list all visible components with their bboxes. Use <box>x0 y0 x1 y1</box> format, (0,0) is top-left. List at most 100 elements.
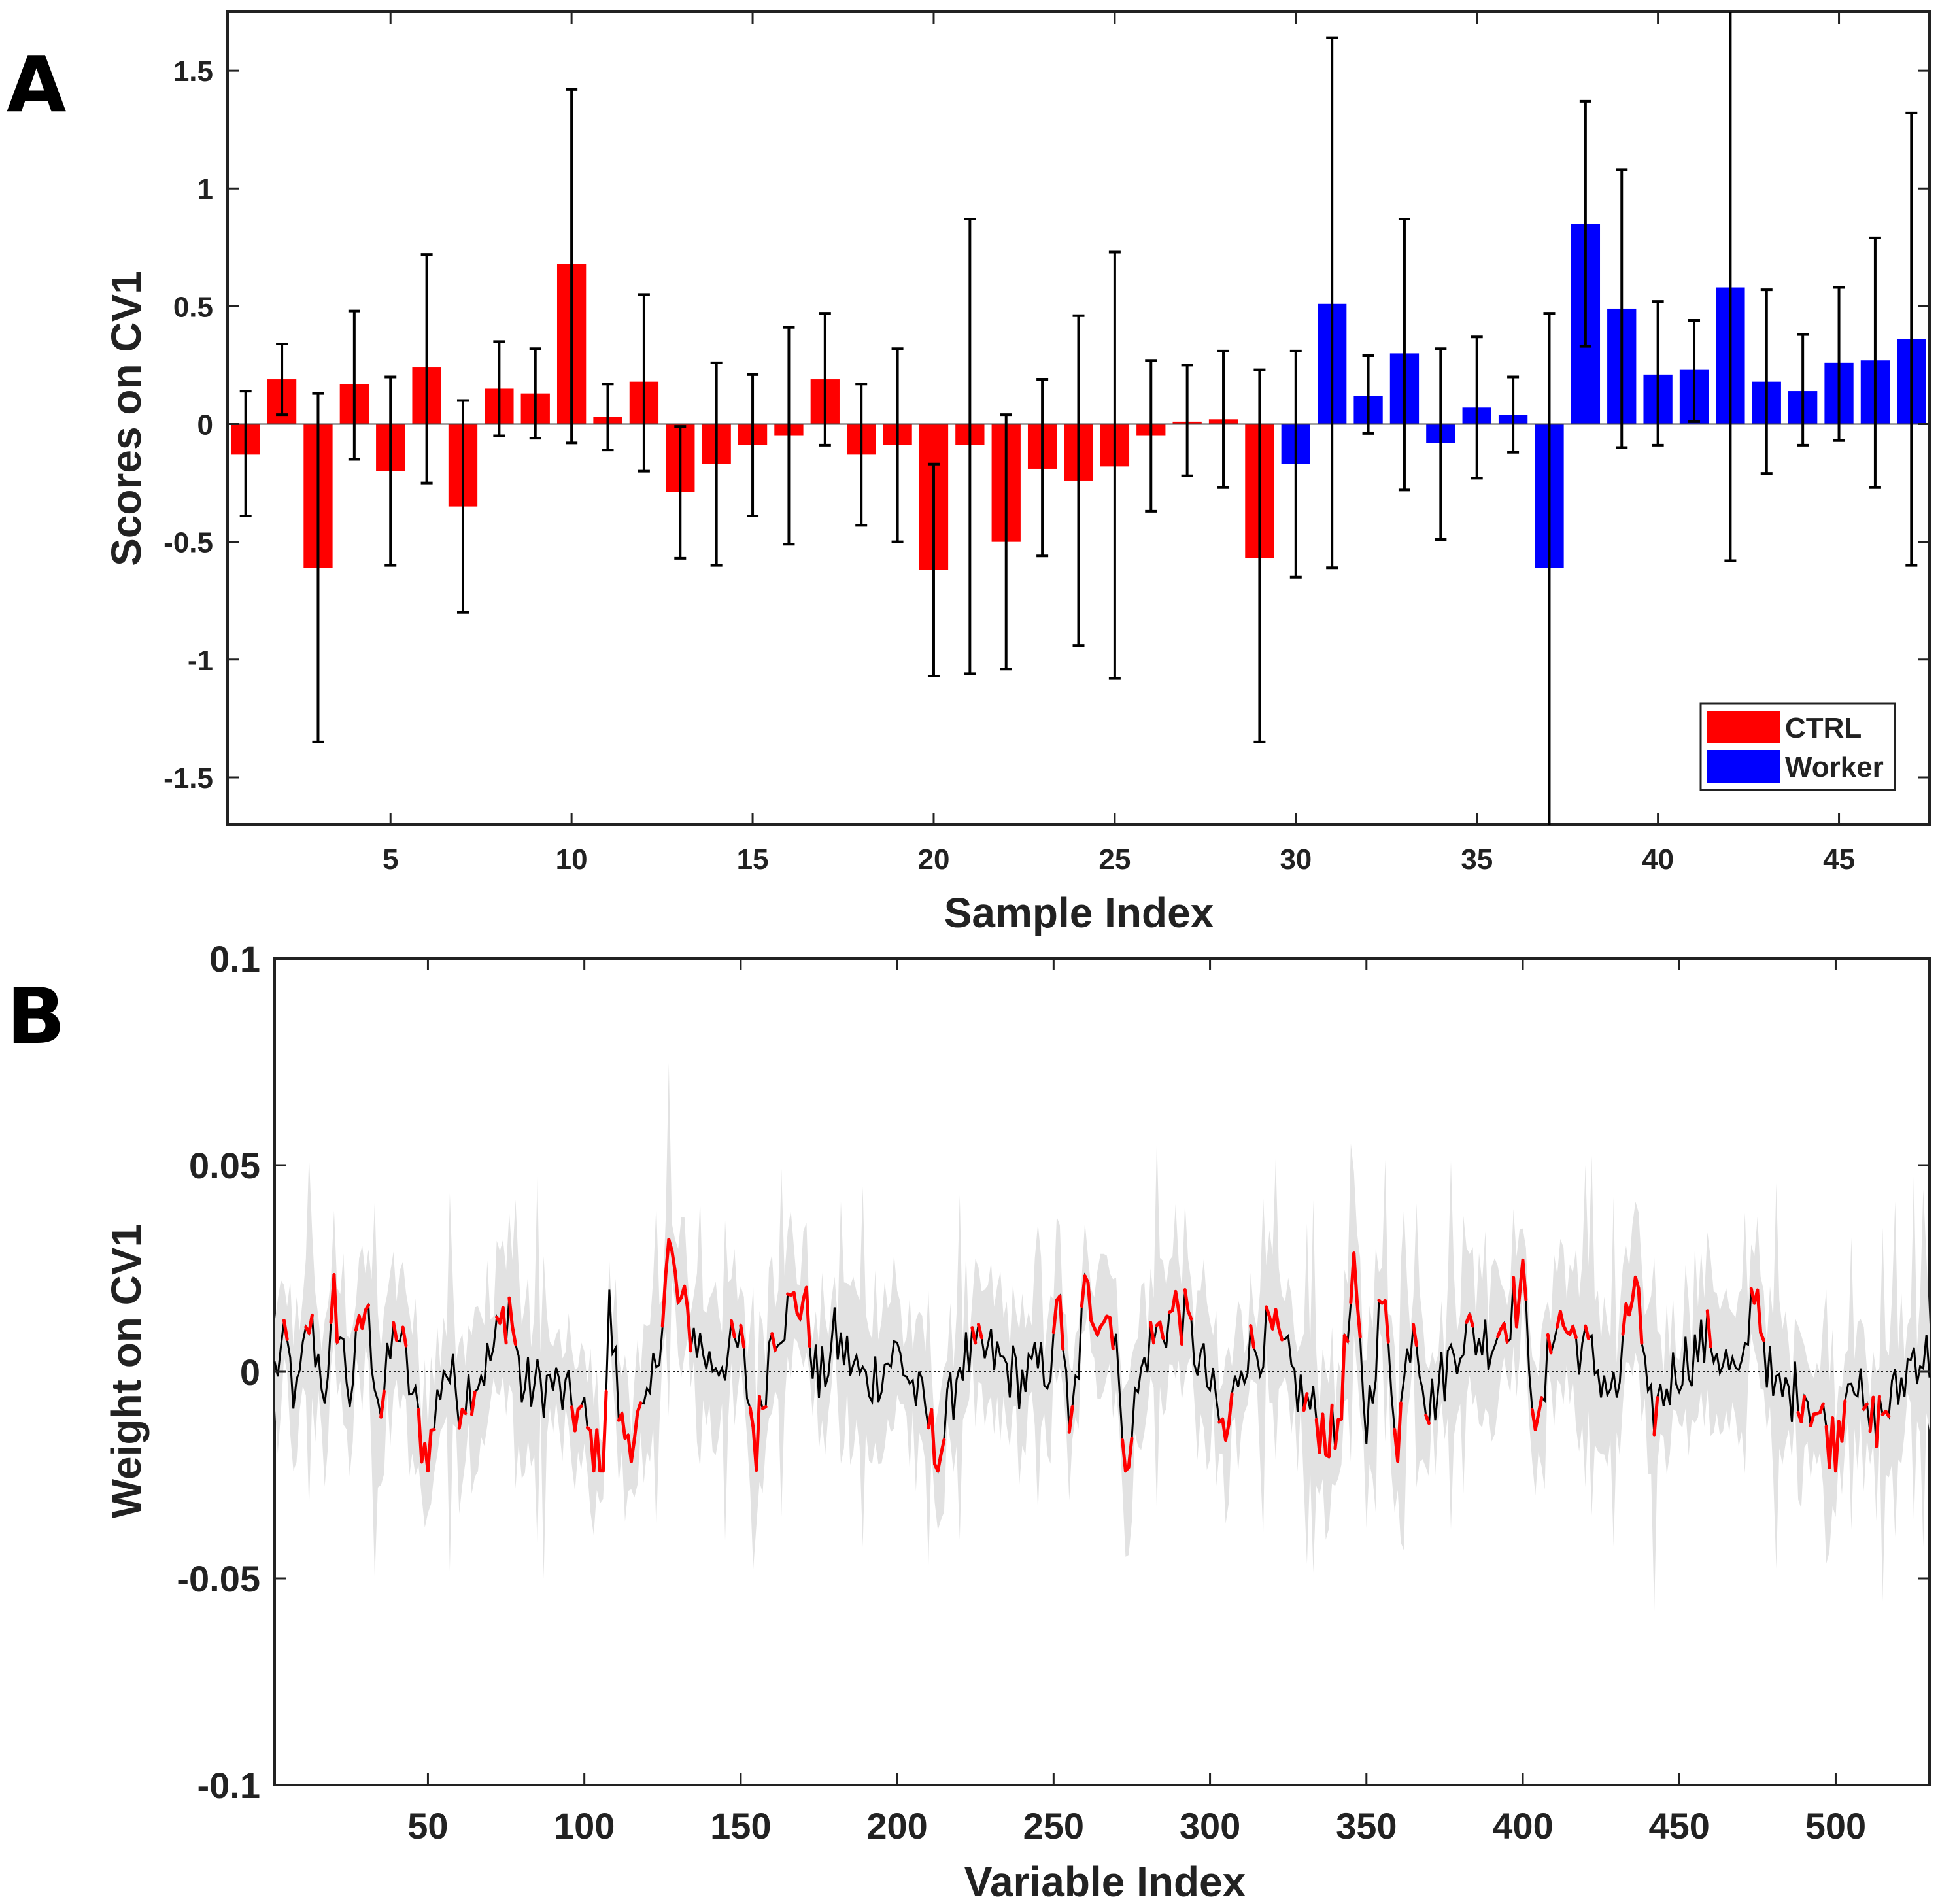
significant-segment <box>1265 1305 1271 1319</box>
error-bar-42 <box>1724 12 1737 562</box>
significant-segment <box>755 1395 762 1472</box>
significant-segment <box>1833 1420 1841 1473</box>
panel-label-a: A <box>7 39 66 129</box>
panel-b-y-tick-label: -0.1 <box>197 1765 261 1806</box>
significant-segment <box>426 1428 433 1473</box>
panel-a-x-axis-title: Sample Index <box>944 889 1214 936</box>
significant-segment <box>1086 1280 1093 1323</box>
error-bar-2 <box>276 343 288 416</box>
significant-segment <box>1818 1402 1825 1414</box>
significant-segment <box>1840 1399 1847 1443</box>
significant-segment <box>1274 1308 1281 1331</box>
error-bar-18 <box>855 382 868 527</box>
error-bar-5 <box>384 375 397 567</box>
error-bar-34 <box>1435 347 1447 541</box>
significant-segment <box>501 1306 508 1345</box>
significant-segment <box>511 1325 517 1346</box>
panel-a-x-tick-label: 35 <box>1461 843 1493 876</box>
significant-segment <box>1521 1258 1528 1302</box>
significant-segment <box>760 1405 768 1410</box>
significant-segment <box>1342 1333 1350 1344</box>
significant-segment <box>460 1407 468 1416</box>
significant-segment <box>629 1437 636 1463</box>
panel-b-x-tick-label: 250 <box>1023 1805 1084 1846</box>
error-bar-20 <box>927 462 940 678</box>
significant-segment <box>1514 1291 1522 1329</box>
error-bar-35 <box>1471 335 1483 480</box>
significant-segment <box>1868 1395 1875 1433</box>
significant-segment <box>683 1284 690 1310</box>
error-bar-29 <box>1253 368 1266 743</box>
error-bar-32 <box>1362 354 1374 435</box>
significant-segment <box>1080 1274 1087 1308</box>
significant-segment <box>360 1308 367 1331</box>
significant-segment <box>1799 1395 1807 1424</box>
error-bar-24 <box>1072 314 1085 647</box>
significant-segment <box>670 1249 677 1273</box>
significant-segment <box>1558 1310 1565 1328</box>
panel-a-x-tick-label: 45 <box>1823 843 1855 876</box>
significant-segment <box>457 1407 464 1430</box>
panel-a-y-tick-label: 0 <box>197 409 213 441</box>
panel-a-y-tick-label: 1 <box>197 173 213 205</box>
panel-b-x-tick-label: 350 <box>1336 1805 1397 1846</box>
significant-segment <box>792 1291 799 1315</box>
significant-segment <box>1127 1436 1134 1469</box>
error-bar-7 <box>456 399 469 614</box>
error-bar-25 <box>1108 250 1121 680</box>
significant-segment <box>748 1406 755 1430</box>
significant-segment <box>1108 1316 1115 1351</box>
significant-segment <box>1174 1289 1181 1313</box>
panel-b-y-tick-label: 0 <box>240 1352 260 1393</box>
significant-segments <box>282 1238 1891 1473</box>
error-bar-40 <box>1652 300 1664 447</box>
significant-segment <box>364 1303 371 1312</box>
error-bar-46 <box>1869 236 1881 489</box>
error-bar-11 <box>602 382 614 452</box>
error-bar-3 <box>312 392 324 743</box>
significant-segment <box>1537 1396 1544 1416</box>
significant-segment <box>1502 1321 1509 1344</box>
significant-segment <box>686 1306 692 1353</box>
significant-segment <box>977 1323 983 1340</box>
error-bar-43 <box>1760 288 1773 475</box>
significant-segment <box>632 1410 639 1441</box>
significant-segment <box>576 1404 583 1411</box>
panel-a-y-tick-label: 1.5 <box>173 56 213 88</box>
significant-segment <box>573 1407 580 1433</box>
significant-segment <box>1633 1275 1641 1291</box>
significant-segment <box>1058 1294 1065 1351</box>
significant-segment <box>417 1408 424 1464</box>
significant-segment <box>1571 1325 1578 1340</box>
significant-segment <box>936 1452 943 1473</box>
significant-segment <box>1584 1324 1590 1340</box>
panel-b-x-tick-label: 400 <box>1492 1805 1553 1846</box>
panel-a-x-tick-label: 20 <box>917 843 949 876</box>
significant-segment <box>1302 1392 1309 1412</box>
significant-segment <box>1227 1392 1234 1427</box>
error-bar-36 <box>1507 375 1520 454</box>
significant-segment <box>667 1238 674 1253</box>
significant-segment <box>429 1428 436 1432</box>
significant-segment <box>1705 1309 1712 1349</box>
significant-segment <box>307 1313 314 1335</box>
significant-segment <box>1177 1309 1184 1346</box>
significant-segment <box>1327 1403 1334 1459</box>
significant-segment <box>1637 1287 1644 1345</box>
error-bar-26 <box>1145 359 1157 513</box>
panel-b-x-tick-label: 450 <box>1649 1805 1710 1846</box>
error-bar-33 <box>1398 218 1410 492</box>
significant-segment <box>739 1323 746 1349</box>
significant-segment <box>1396 1401 1403 1463</box>
error-bar-21 <box>964 218 976 675</box>
panel-a-x-tick-label: 40 <box>1642 843 1674 876</box>
significant-segment <box>620 1412 627 1440</box>
panel-b-x-tick-label: 200 <box>866 1805 927 1846</box>
significant-segment <box>1340 1333 1346 1421</box>
error-bar-41 <box>1688 318 1701 423</box>
panel-a-x-tick-label: 5 <box>383 843 398 876</box>
panel-a-plot-area <box>226 10 1931 826</box>
significant-segment <box>1121 1438 1127 1473</box>
legend-swatch-worker <box>1707 750 1780 783</box>
error-bar-47 <box>1905 111 1918 567</box>
